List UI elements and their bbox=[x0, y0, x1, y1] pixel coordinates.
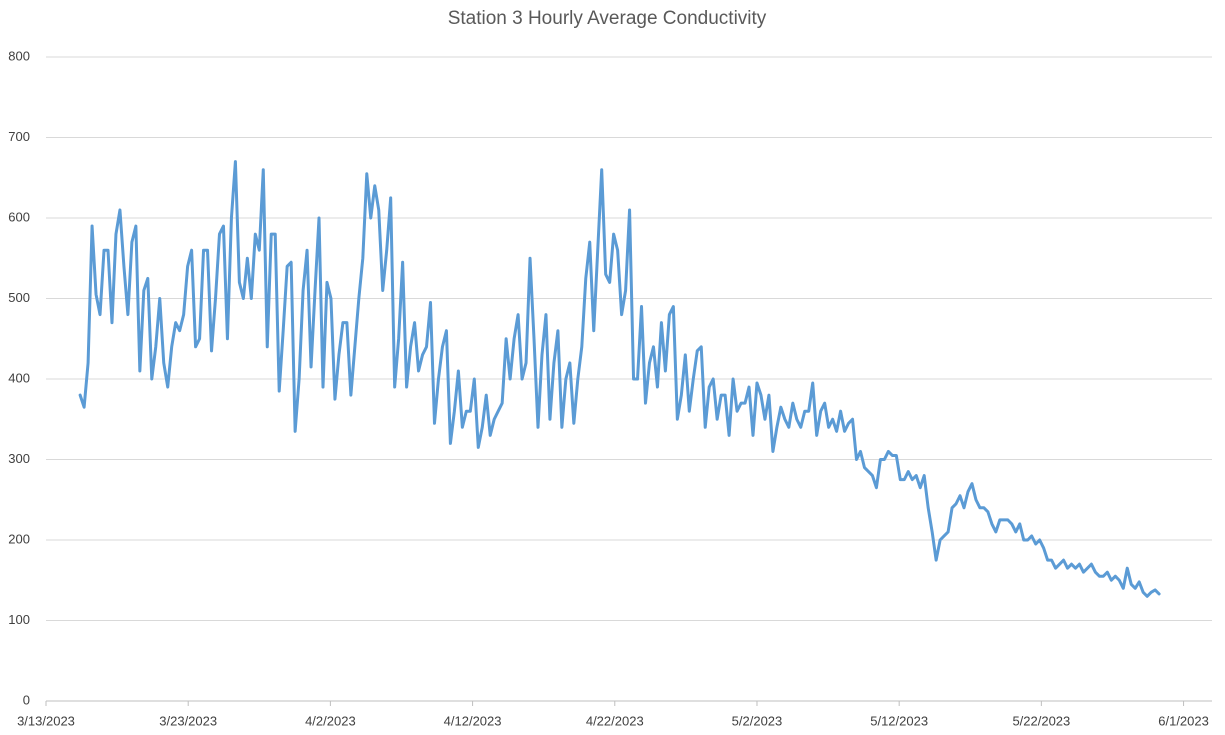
x-tick-label: 5/22/2023 bbox=[1012, 713, 1070, 728]
chart-title: Station 3 Hourly Average Conductivity bbox=[448, 8, 767, 29]
y-tick-label: 400 bbox=[8, 370, 30, 385]
x-tick-label: 4/2/2023 bbox=[305, 713, 356, 728]
y-tick-label: 200 bbox=[8, 531, 30, 546]
x-tick-label: 5/2/2023 bbox=[732, 713, 783, 728]
x-tick-label: 3/23/2023 bbox=[159, 713, 217, 728]
x-tick-label: 6/1/2023 bbox=[1158, 713, 1209, 728]
y-tick-label: 300 bbox=[8, 451, 30, 466]
x-tick-label: 4/12/2023 bbox=[444, 713, 502, 728]
x-tick-label: 5/12/2023 bbox=[870, 713, 928, 728]
y-tick-label: 500 bbox=[8, 290, 30, 305]
y-tick-label: 700 bbox=[8, 129, 30, 144]
y-tick-label: 0 bbox=[23, 692, 30, 707]
y-tick-label: 800 bbox=[8, 48, 30, 63]
y-tick-label: 100 bbox=[8, 612, 30, 627]
y-tick-label: 600 bbox=[8, 209, 30, 224]
x-tick-label: 3/13/2023 bbox=[17, 713, 75, 728]
data-line bbox=[78, 160, 1161, 598]
x-tick-label: 4/22/2023 bbox=[586, 713, 644, 728]
